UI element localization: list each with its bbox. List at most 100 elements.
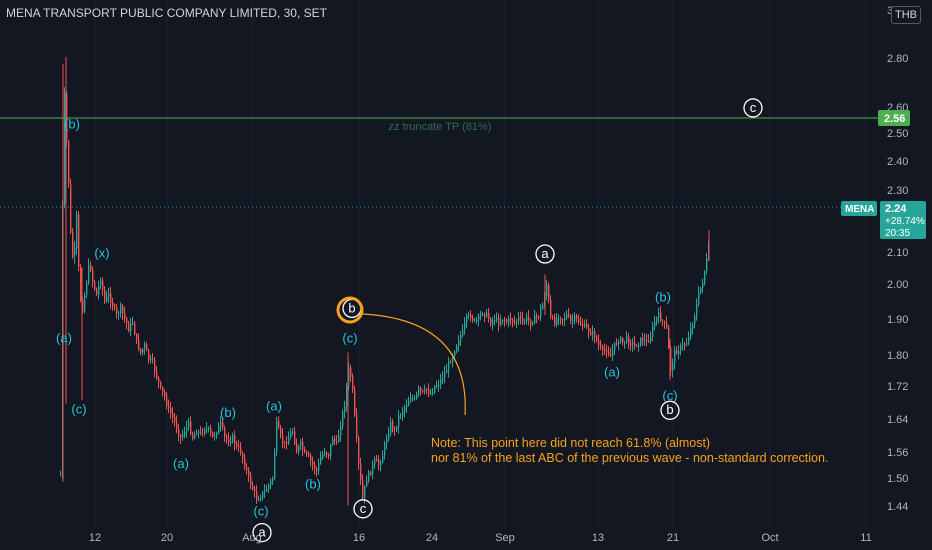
candle-body: [578, 318, 580, 323]
candle-body: [76, 214, 78, 248]
candle-body: [358, 437, 360, 464]
wave-label: (c): [662, 388, 677, 403]
candle-body: [630, 343, 632, 345]
candle-body: [220, 421, 222, 426]
time-tick-label: 12: [89, 532, 101, 544]
candle-body: [458, 341, 460, 346]
candle-body: [546, 284, 548, 297]
candle-body: [80, 266, 82, 301]
price-tick-label: 2.30: [887, 185, 908, 197]
candle-body: [92, 269, 94, 282]
candle-body: [270, 480, 272, 485]
candle-body: [162, 387, 164, 393]
wave-label: (b): [655, 290, 671, 305]
circled-wave-label: c: [743, 98, 763, 118]
candle-body: [360, 463, 362, 481]
candle-body: [404, 407, 406, 412]
current-price-time: 20:35: [885, 228, 910, 239]
candle-body: [90, 265, 92, 270]
price-tick-label: 1.80: [887, 350, 908, 362]
candle-body: [648, 340, 650, 342]
candle-body: [412, 398, 414, 400]
candle-body: [100, 280, 102, 286]
price-axis[interactable]: 2.802.602.502.402.302.102.001.901.801.72…: [841, 5, 926, 513]
candle-body: [442, 377, 444, 379]
candle-body: [176, 421, 178, 430]
candle-body: [250, 475, 252, 485]
candle-body: [654, 322, 656, 327]
candle-body: [344, 405, 346, 413]
candle-body: [126, 318, 128, 324]
price-tick-label: 1.64: [887, 414, 908, 426]
candle-body: [608, 351, 610, 355]
wave-circle: [535, 244, 555, 264]
wave-label: (a): [604, 364, 620, 379]
candle-body: [188, 421, 190, 427]
candle-body: [444, 372, 446, 378]
candle-body: [106, 296, 108, 302]
candle-body: [692, 324, 694, 329]
candle-body: [198, 431, 200, 434]
candle-body: [500, 321, 502, 325]
wave-label: (x): [94, 245, 109, 260]
candle-body: [194, 434, 196, 439]
candle-body: [484, 314, 486, 317]
candle-body: [408, 401, 410, 406]
candle-body: [86, 282, 88, 296]
candle-body: [132, 322, 134, 324]
candle-body: [336, 440, 338, 442]
time-axis[interactable]: 12 20 Aug 16 24 Sep 13 21 Oct 11: [89, 532, 872, 544]
candle-body: [540, 308, 542, 317]
candle-body: [230, 441, 232, 444]
candle-body: [258, 499, 260, 501]
candle-body: [468, 314, 470, 316]
highlight-circle[interactable]: [336, 296, 364, 324]
candle-body: [530, 320, 532, 325]
candle-body: [582, 324, 584, 327]
candle-body: [464, 323, 466, 330]
highlight-arc: [362, 313, 466, 416]
tp-price-badge: [878, 110, 910, 126]
candle-body: [128, 323, 130, 332]
candle-body: [368, 471, 370, 481]
price-tick-label: 1.72: [887, 381, 908, 393]
symbol-badge-text: MENA: [845, 204, 874, 215]
candle-body: [560, 318, 562, 320]
candle-body: [266, 489, 268, 491]
candle-body: [668, 327, 670, 348]
price-tick-label: 2.50: [887, 128, 908, 140]
current-price-badge: [880, 201, 926, 239]
candle-body: [362, 480, 364, 499]
time-tick-label: Sep: [495, 532, 515, 544]
candle-body: [476, 319, 478, 321]
circled-label-text: c: [750, 100, 757, 115]
candle-body: [64, 93, 66, 204]
tp-price-badge-text: 2.56: [884, 113, 905, 125]
symbol-title[interactable]: MENA TRANSPORT PUBLIC COMPANY LIMITED, 3…: [6, 6, 327, 20]
candle-body: [600, 345, 602, 347]
candle-body: [392, 421, 394, 430]
time-tick-label: Aug: [242, 532, 262, 544]
currency-badge[interactable]: THB: [891, 6, 921, 24]
candle-body: [140, 349, 142, 353]
candle-body: [558, 318, 560, 320]
candle-body: [240, 447, 242, 453]
candle-body: [72, 232, 74, 257]
candle-body: [698, 292, 700, 305]
candle-body: [112, 302, 114, 307]
candle-body: [522, 317, 524, 322]
candle-body: [694, 316, 696, 325]
candle-body: [568, 314, 570, 317]
candle-body: [526, 316, 528, 321]
wave-label: (b): [220, 405, 236, 420]
candle-body: [700, 287, 702, 293]
candle-body: [588, 327, 590, 332]
candle-body: [406, 405, 408, 408]
candle-body: [426, 389, 428, 391]
candle-body: [690, 328, 692, 338]
candle-body: [470, 314, 472, 318]
candle-body: [302, 441, 304, 450]
candle-body: [670, 347, 672, 371]
